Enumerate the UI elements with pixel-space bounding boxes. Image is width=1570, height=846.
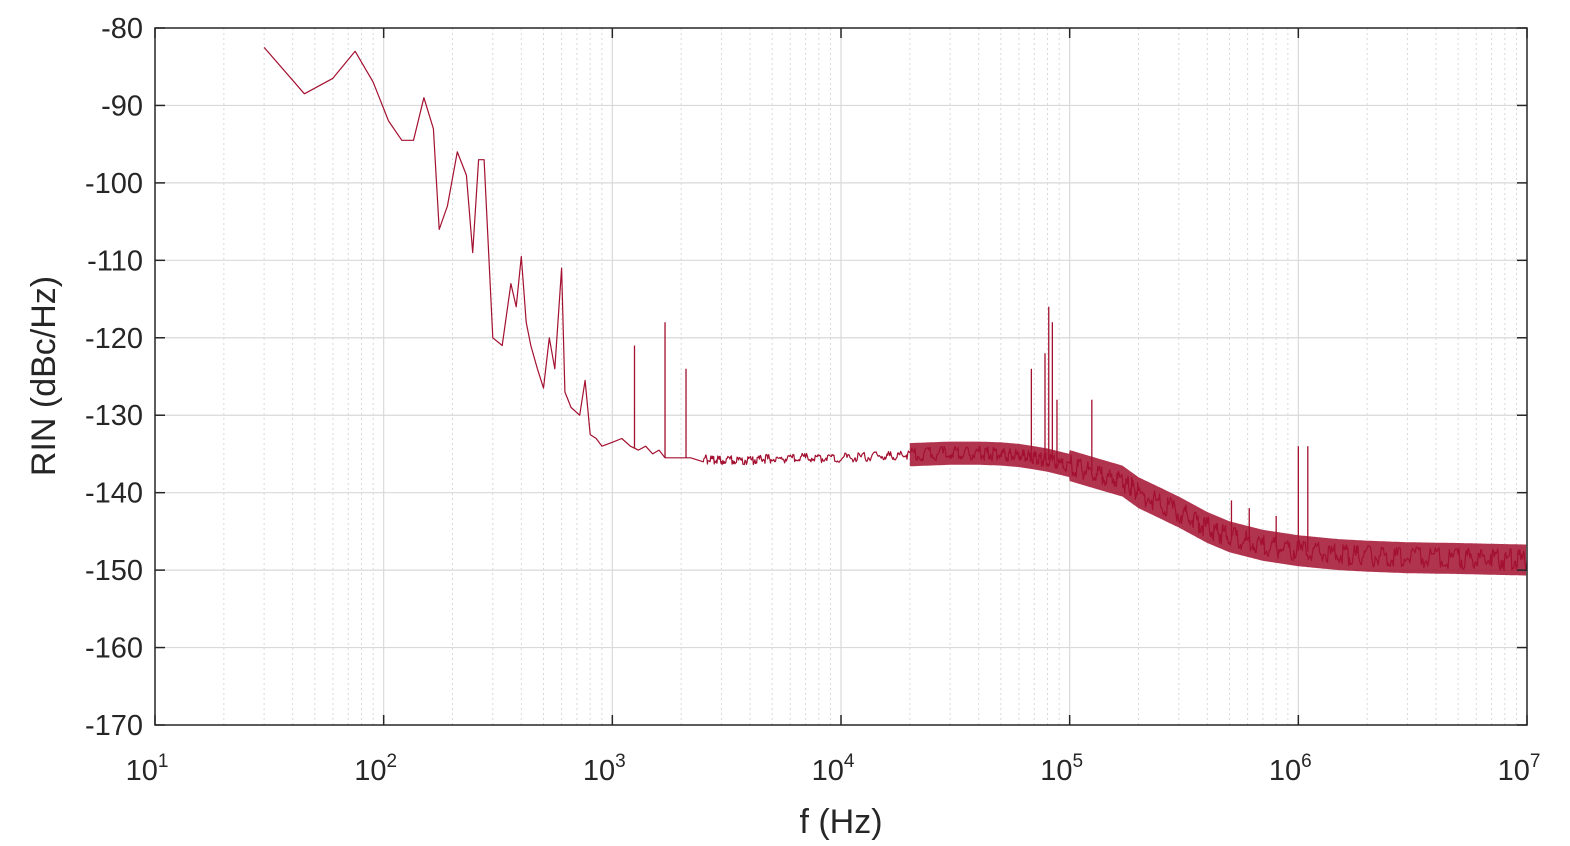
x-tick-label: 103 [583, 751, 626, 787]
plot-area [263, 47, 1528, 576]
y-tick-label: -90 [101, 90, 143, 122]
y-axis-label: RIN (dBc/Hz) [25, 276, 63, 476]
x-tick-label: 107 [1498, 751, 1541, 787]
y-tick-label: -160 [85, 633, 143, 665]
y-tick-label: -110 [87, 245, 143, 277]
noise-band [909, 441, 1527, 576]
x-axis-ticks: 101 102 103 104 105 106 107 [126, 28, 1541, 787]
y-tick-label: -100 [85, 168, 143, 200]
y-tick-label: -170 [85, 710, 143, 742]
y-tick-label: -130 [85, 400, 143, 432]
series-line [263, 47, 1528, 572]
y-tick-label: -120 [85, 323, 143, 355]
y-tick-label: -80 [101, 13, 143, 45]
y-tick-label: -140 [85, 478, 143, 510]
x-axis-label: f (Hz) [799, 803, 882, 841]
x-tick-label: 105 [1040, 751, 1083, 787]
y-tick-label: -150 [85, 555, 143, 587]
x-tick-label: 106 [1269, 751, 1312, 787]
grid [155, 28, 1527, 725]
x-tick-label: 101 [126, 751, 169, 787]
y-axis-ticks: -80 -90 -100 -110 -120 -130 -140 -150 -160 -170 [85, 13, 1527, 742]
x-tick-label: 102 [354, 751, 397, 787]
x-tick-label: 104 [812, 751, 855, 787]
